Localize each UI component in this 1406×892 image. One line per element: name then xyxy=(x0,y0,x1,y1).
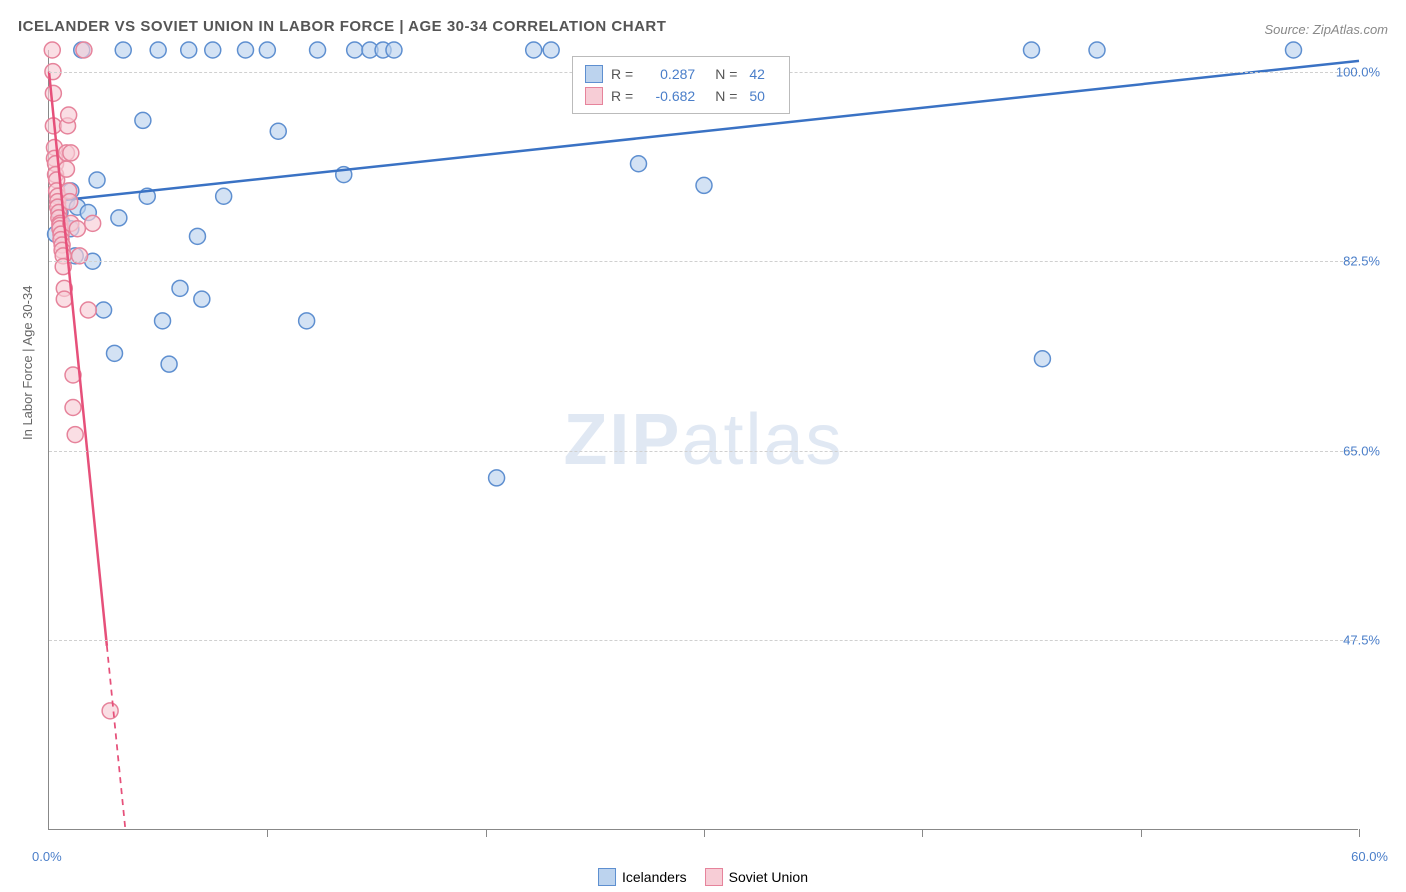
r-label: R = xyxy=(611,66,633,82)
correlation-legend: R = 0.287 N = 42 R = -0.682 N = 50 xyxy=(572,56,790,114)
n-label: N = xyxy=(715,88,737,104)
scatter-svg xyxy=(49,50,1358,829)
data-point xyxy=(386,42,402,58)
data-point xyxy=(61,107,77,123)
y-axis-label: In Labor Force | Age 30-34 xyxy=(20,286,35,440)
data-point xyxy=(63,145,79,161)
data-point xyxy=(89,172,105,188)
x-tick xyxy=(704,829,705,837)
n-value: 50 xyxy=(749,88,765,104)
x-tick xyxy=(922,829,923,837)
plot-area: ZIPatlas xyxy=(48,50,1358,830)
x-tick xyxy=(267,829,268,837)
data-point xyxy=(107,345,123,361)
data-point xyxy=(696,177,712,193)
legend-swatch xyxy=(585,87,603,105)
data-point xyxy=(270,123,286,139)
gridline xyxy=(49,261,1358,262)
data-point xyxy=(62,194,78,210)
r-value: 0.287 xyxy=(645,66,695,82)
n-label: N = xyxy=(715,66,737,82)
y-tick-label: 65.0% xyxy=(1343,443,1380,458)
x-tick xyxy=(486,829,487,837)
data-point xyxy=(238,42,254,58)
data-point xyxy=(58,161,74,177)
data-point xyxy=(80,302,96,318)
data-point xyxy=(161,356,177,372)
y-tick-label: 82.5% xyxy=(1343,254,1380,269)
data-point xyxy=(44,42,60,58)
x-label-max: 60.0% xyxy=(1351,849,1388,864)
data-point xyxy=(1024,42,1040,58)
data-point xyxy=(150,42,166,58)
trend-line-dashed xyxy=(107,646,126,830)
data-point xyxy=(111,210,127,226)
x-label-min: 0.0% xyxy=(32,849,62,864)
data-point xyxy=(347,42,363,58)
data-point xyxy=(1286,42,1302,58)
data-point xyxy=(172,280,188,296)
data-point xyxy=(115,42,131,58)
bottom-legend: Icelanders Soviet Union xyxy=(598,868,808,886)
data-point xyxy=(194,291,210,307)
data-point xyxy=(526,42,542,58)
data-point xyxy=(489,470,505,486)
data-point xyxy=(67,427,83,443)
data-point xyxy=(85,215,101,231)
data-point xyxy=(69,221,85,237)
data-point xyxy=(65,400,81,416)
data-point xyxy=(631,156,647,172)
n-value: 42 xyxy=(749,66,765,82)
data-point xyxy=(45,85,61,101)
data-point xyxy=(102,703,118,719)
chart-container: ICELANDER VS SOVIET UNION IN LABOR FORCE… xyxy=(0,0,1406,892)
legend-item-icelanders: Icelanders xyxy=(598,868,687,886)
data-point xyxy=(135,112,151,128)
data-point xyxy=(543,42,559,58)
data-point xyxy=(76,42,92,58)
source-label: Source: ZipAtlas.com xyxy=(1264,22,1388,37)
legend-row: R = 0.287 N = 42 xyxy=(585,63,777,85)
legend-row: R = -0.682 N = 50 xyxy=(585,85,777,107)
data-point xyxy=(216,188,232,204)
y-tick-label: 47.5% xyxy=(1343,633,1380,648)
data-point xyxy=(310,42,326,58)
data-point xyxy=(205,42,221,58)
gridline xyxy=(49,451,1358,452)
legend-item-soviet: Soviet Union xyxy=(705,868,808,886)
swatch-icelanders xyxy=(598,868,616,886)
data-point xyxy=(181,42,197,58)
data-point xyxy=(155,313,171,329)
data-point xyxy=(1034,351,1050,367)
r-value: -0.682 xyxy=(645,88,695,104)
swatch-soviet xyxy=(705,868,723,886)
x-tick xyxy=(1141,829,1142,837)
data-point xyxy=(299,313,315,329)
y-tick-label: 100.0% xyxy=(1336,64,1380,79)
r-label: R = xyxy=(611,88,633,104)
data-point xyxy=(56,291,72,307)
legend-swatch xyxy=(585,65,603,83)
gridline xyxy=(49,640,1358,641)
data-point xyxy=(1089,42,1105,58)
x-tick xyxy=(1359,829,1360,837)
chart-title: ICELANDER VS SOVIET UNION IN LABOR FORCE… xyxy=(18,18,666,35)
data-point xyxy=(96,302,112,318)
data-point xyxy=(189,228,205,244)
data-point xyxy=(259,42,275,58)
legend-label-soviet: Soviet Union xyxy=(729,869,808,885)
legend-label-icelanders: Icelanders xyxy=(622,869,687,885)
